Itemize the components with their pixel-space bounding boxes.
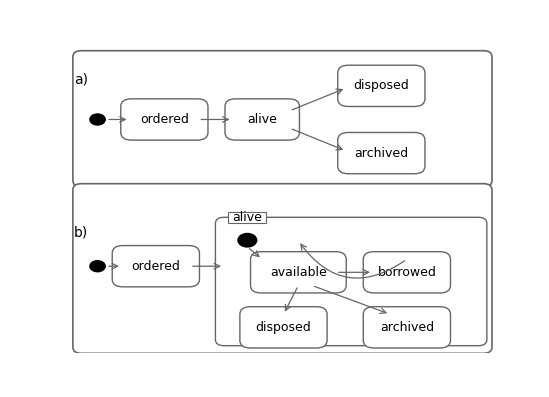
Text: b): b) [74,225,88,239]
FancyBboxPatch shape [338,133,425,174]
Bar [228,212,266,224]
FancyBboxPatch shape [121,99,208,140]
FancyBboxPatch shape [250,252,346,293]
Text: archived: archived [380,321,434,334]
FancyBboxPatch shape [73,51,492,187]
FancyBboxPatch shape [215,217,487,346]
Circle shape [90,114,105,125]
FancyBboxPatch shape [112,246,199,287]
Text: alive: alive [232,211,262,224]
Text: ordered: ordered [131,260,180,273]
FancyBboxPatch shape [73,184,492,353]
Text: available: available [270,266,327,279]
Circle shape [90,261,105,272]
FancyBboxPatch shape [240,307,327,348]
Text: borrowed: borrowed [378,266,436,279]
FancyBboxPatch shape [225,99,299,140]
Text: a): a) [74,73,88,87]
FancyBboxPatch shape [363,252,451,293]
Circle shape [238,233,257,247]
Text: ordered: ordered [140,113,189,126]
Text: disposed: disposed [256,321,311,334]
Text: disposed: disposed [354,79,409,93]
FancyBboxPatch shape [363,307,451,348]
Text: archived: archived [354,146,408,160]
FancyBboxPatch shape [338,65,425,106]
Text: alive: alive [247,113,277,126]
